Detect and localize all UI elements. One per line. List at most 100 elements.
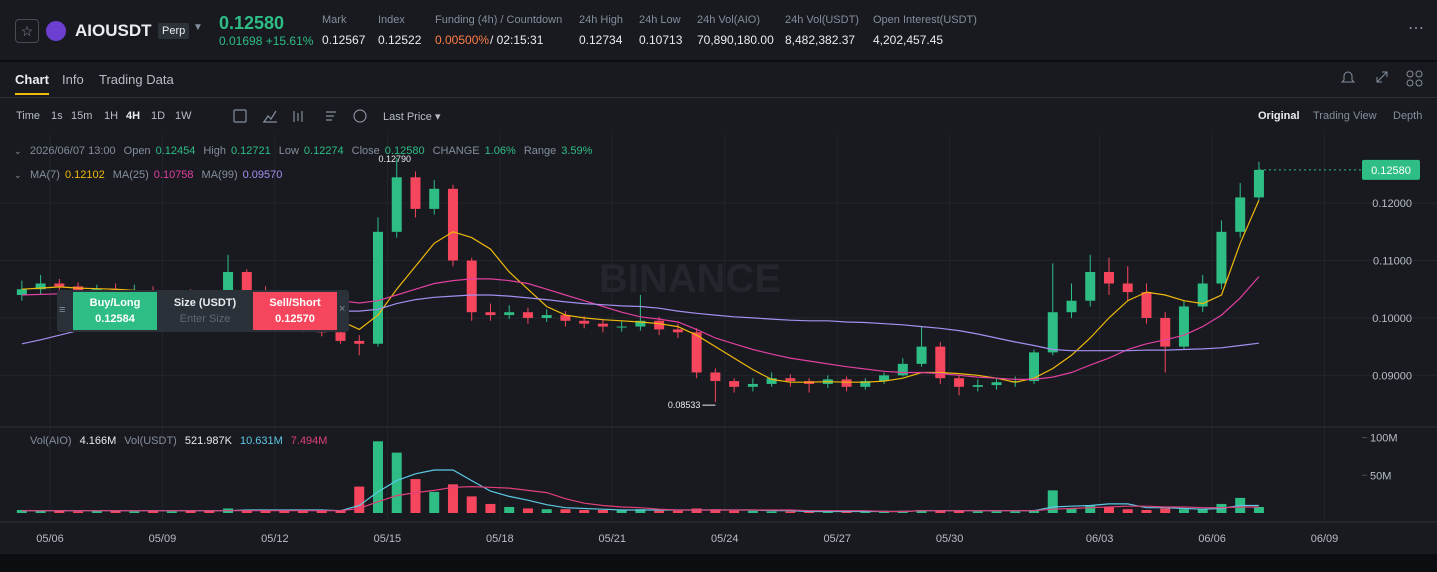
legend-text: 2026/06/07 13:00 <box>30 145 116 157</box>
order-panel: ≡ Buy/Long 0.12584 Size (USDT) Enter Size … <box>57 290 349 332</box>
candle-body <box>916 346 927 364</box>
volume-bar <box>1197 509 1208 513</box>
volume-tick-label: 50M <box>1370 470 1391 482</box>
candle-body <box>1047 312 1058 353</box>
candle-body <box>897 363 908 376</box>
legend-caret: ⌄ <box>14 170 22 180</box>
symbol[interactable]: AIOUSDT <box>75 21 152 40</box>
volume-bar <box>260 510 271 513</box>
close-order-panel[interactable]: × <box>339 303 346 315</box>
stat-value: 0.12522 <box>378 33 422 47</box>
size-input[interactable]: Size (USDT) Enter Size <box>159 292 251 325</box>
interval[interactable]: 1H <box>104 110 119 122</box>
volume-bar <box>747 510 758 513</box>
legend-text: 3.59% <box>561 145 592 157</box>
line-icon[interactable] <box>263 110 277 123</box>
tab[interactable]: Trading Data <box>99 72 174 87</box>
volume-bar <box>710 509 721 513</box>
favorite-button[interactable]: ☆ <box>15 19 39 43</box>
alert-icon[interactable] <box>1340 71 1356 83</box>
volume-bar <box>185 510 196 513</box>
candle-body <box>597 323 608 327</box>
volume-bar <box>73 511 84 513</box>
symbol-caret[interactable]: ▼ <box>193 22 203 33</box>
legend-text: 0.12274 <box>304 145 344 157</box>
interval[interactable]: 15m <box>71 110 93 122</box>
last-price-label: 0.12580 <box>1371 165 1411 177</box>
volume-bar <box>35 510 46 513</box>
sell-label: Sell/Short <box>269 297 321 309</box>
volume-bar <box>672 510 683 513</box>
candle-body <box>54 283 65 287</box>
candle-body <box>16 289 27 295</box>
more-button[interactable]: ⋯ <box>1408 20 1424 37</box>
interval[interactable]: 1D <box>151 110 166 122</box>
candle-icon[interactable] <box>293 111 303 122</box>
legend-text: 0.12580 <box>385 145 425 157</box>
legend-text: Range <box>524 145 556 157</box>
replay-icon[interactable] <box>353 109 367 123</box>
volume-bar <box>822 511 833 513</box>
tab-bar: Chart Info Trading Data <box>0 62 1437 98</box>
tab[interactable]: Chart <box>15 72 49 95</box>
price-type[interactable]: Last Price ▾ <box>383 111 441 123</box>
settings-icon[interactable] <box>326 111 336 121</box>
stat-value: 0.00500% <box>435 33 490 47</box>
stat-value: 8,482,382.37 <box>785 33 856 47</box>
candle-body <box>1235 197 1246 232</box>
volume-bar <box>204 510 215 513</box>
legend-text: Vol(USDT) <box>124 435 177 447</box>
view-tab[interactable]: Trading View <box>1313 110 1377 122</box>
volume-bar <box>1141 509 1152 513</box>
volume-bar <box>954 510 965 513</box>
indicator-icon[interactable] <box>233 109 247 123</box>
legend-text: 0.12454 <box>156 145 196 157</box>
candle-body <box>485 312 496 316</box>
volume-bar <box>335 509 346 513</box>
sell-button[interactable]: Sell/Short 0.12570 <box>253 292 337 330</box>
candle-body <box>560 315 571 321</box>
legend-text: Close <box>352 145 380 157</box>
candle-body <box>747 383 758 387</box>
change: 0.01698 <box>219 34 263 48</box>
expand-icon[interactable] <box>1376 71 1388 83</box>
candle-body <box>691 332 702 373</box>
view-tab[interactable]: Original <box>1258 110 1300 122</box>
volume-bar <box>860 511 871 513</box>
sell-price: 0.12570 <box>275 313 315 325</box>
x-tick-label: 05/24 <box>711 533 739 545</box>
price-annotation: 0.12790 <box>378 154 411 164</box>
volume-bar <box>916 509 927 513</box>
volume-bar <box>522 508 533 513</box>
volume-bar <box>1010 511 1021 513</box>
x-tick-label: 05/15 <box>374 533 402 545</box>
drag-handle[interactable]: ≡ <box>59 304 66 316</box>
legend-text: High <box>203 145 226 157</box>
volume-bar <box>560 509 571 513</box>
header-bar: ☆ AIOUSDT Perp ▼ 0.12580 0.01698 +15.61%… <box>0 0 1437 60</box>
coin-logo <box>46 21 66 41</box>
candle-body <box>241 272 252 293</box>
stat-label: 24h High <box>579 14 624 26</box>
interval[interactable]: 1s <box>51 110 63 122</box>
volume-bar <box>447 484 458 513</box>
layout-icon[interactable] <box>1406 70 1423 87</box>
volume-bar <box>391 452 402 513</box>
candle-body <box>429 188 440 209</box>
volume-bar <box>766 511 777 513</box>
interval[interactable]: 4H <box>126 110 141 122</box>
candle-body <box>504 312 515 316</box>
volume-bar <box>597 509 608 513</box>
volume-bar <box>935 509 946 513</box>
view-tab[interactable]: Depth <box>1393 110 1423 122</box>
buy-button[interactable]: Buy/Long 0.12584 <box>73 292 157 330</box>
volume-bar <box>991 511 1002 513</box>
volume-bar <box>504 506 515 513</box>
volume-bar <box>785 511 796 513</box>
tab[interactable]: Info <box>62 72 84 87</box>
volume-bar <box>729 510 740 513</box>
candle-body <box>391 177 402 232</box>
legend-caret: ⌄ <box>14 146 22 156</box>
interval[interactable]: 1W <box>175 110 192 122</box>
